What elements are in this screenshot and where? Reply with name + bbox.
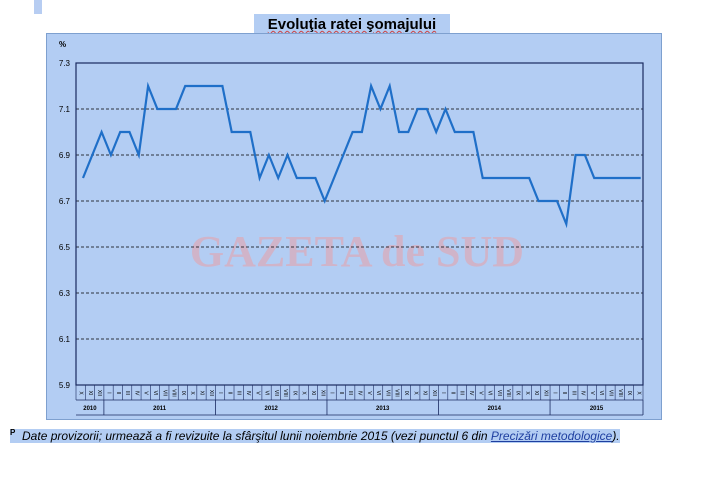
month-label: X bbox=[301, 391, 307, 395]
month-label: I bbox=[217, 392, 223, 393]
y-tick-label: 5.9 bbox=[59, 381, 71, 390]
month-label: IX bbox=[291, 391, 297, 396]
y-unit-label: % bbox=[59, 40, 66, 49]
year-label: 2015 bbox=[590, 406, 604, 412]
month-label: II bbox=[226, 392, 232, 395]
month-label: III bbox=[347, 391, 353, 395]
chart-frame: GAZETA de SUD% 5.9 6.1 6.3 6.5 6.7 6.9 7.1 7.3 X X… bbox=[46, 33, 662, 420]
month-label: I bbox=[106, 392, 112, 393]
month-label: V bbox=[254, 391, 260, 395]
month-label: XI bbox=[422, 391, 428, 396]
month-label: IX bbox=[180, 391, 186, 396]
month-label: VI bbox=[487, 391, 493, 396]
month-label: III bbox=[570, 391, 576, 395]
month-label: VII bbox=[384, 390, 390, 396]
unemployment-series-line bbox=[81, 81, 641, 229]
month-label: IX bbox=[515, 391, 521, 396]
month-label: XI bbox=[533, 391, 539, 396]
month-label: VII bbox=[607, 390, 613, 396]
month-label: V bbox=[143, 391, 149, 395]
plot-border bbox=[75, 62, 644, 386]
month-label: X bbox=[524, 391, 530, 395]
footnote-link[interactable]: Precizări metodologice bbox=[490, 429, 613, 443]
unemployment-line-chart: GAZETA de SUD%5.96.16.36.56.76.97.17.3X X… bbox=[59, 40, 644, 416]
month-label: V bbox=[589, 391, 595, 395]
month-label: VIII bbox=[505, 389, 511, 397]
month-label: X bbox=[189, 391, 195, 395]
footnote-text: Date provizorii; urmează a fi revizuite … bbox=[22, 429, 488, 443]
month-label: VIII bbox=[394, 389, 400, 397]
month-label: II bbox=[449, 392, 455, 395]
month-label: III bbox=[459, 391, 465, 395]
month-label: IV bbox=[357, 391, 363, 396]
decorative-marker bbox=[34, 0, 42, 14]
y-tick-label: 7.3 bbox=[59, 59, 71, 68]
footnote-end: ). bbox=[612, 429, 620, 443]
month-label: VI bbox=[598, 391, 604, 396]
month-label: X bbox=[412, 391, 418, 395]
month-label: VI bbox=[375, 391, 381, 396]
month-label: XII bbox=[431, 390, 437, 396]
month-label: VII bbox=[161, 390, 167, 396]
month-label: XI bbox=[87, 391, 93, 396]
month-label: VII bbox=[496, 390, 502, 396]
month-label: XII bbox=[542, 390, 548, 396]
year-label: 2012 bbox=[265, 406, 279, 412]
y-tick-label: 6.3 bbox=[59, 289, 71, 298]
month-label: II bbox=[338, 392, 344, 395]
footnote-body: P Date provizorii; urmează a fi revizuit… bbox=[10, 428, 620, 443]
month-label: II bbox=[115, 392, 121, 395]
month-label: III bbox=[124, 391, 130, 395]
chart-title: Evoluţia ratei şomajului bbox=[267, 16, 437, 33]
month-label: V bbox=[366, 391, 372, 395]
month-label: XII bbox=[208, 390, 214, 396]
y-tick-label: 6.1 bbox=[59, 335, 71, 344]
year-label: 2010 bbox=[83, 406, 97, 412]
month-label: IX bbox=[626, 391, 632, 396]
month-label: VII bbox=[273, 390, 279, 396]
year-label: 2011 bbox=[153, 406, 167, 412]
month-label: XII bbox=[319, 390, 325, 396]
month-label: IV bbox=[245, 391, 251, 396]
footnote: P Date provizorii; urmează a fi revizuit… bbox=[10, 424, 700, 445]
footnote-marker: P bbox=[10, 428, 16, 437]
month-label: X bbox=[78, 391, 84, 395]
month-label: IX bbox=[403, 391, 409, 396]
month-label: I bbox=[552, 392, 558, 393]
y-tick-label: 7.1 bbox=[59, 105, 71, 114]
month-label: IV bbox=[468, 391, 474, 396]
month-label: VI bbox=[264, 391, 270, 396]
month-label: II bbox=[561, 392, 567, 395]
month-label: IV bbox=[580, 391, 586, 396]
month-label: III bbox=[236, 391, 242, 395]
month-label: VIII bbox=[171, 389, 177, 397]
y-tick-label: 6.7 bbox=[59, 197, 71, 206]
month-label: XII bbox=[96, 390, 102, 396]
month-label: X bbox=[635, 391, 641, 395]
year-label: 2013 bbox=[376, 406, 390, 412]
month-label: IV bbox=[133, 391, 139, 396]
year-label: 2014 bbox=[488, 406, 502, 412]
month-label: VIII bbox=[617, 389, 623, 397]
month-label: I bbox=[440, 392, 446, 393]
y-tick-label: 6.9 bbox=[59, 151, 71, 160]
y-tick-label: 6.5 bbox=[59, 243, 71, 252]
month-label: V bbox=[477, 391, 483, 395]
watermark-text: GAZETA de SUD bbox=[190, 227, 524, 276]
month-label: XI bbox=[310, 391, 316, 396]
month-label: XI bbox=[198, 391, 204, 396]
chart-title-box: Evoluţia ratei şomajului bbox=[254, 14, 450, 35]
month-label: VI bbox=[152, 391, 158, 396]
month-label: I bbox=[329, 392, 335, 393]
month-label: VIII bbox=[282, 389, 288, 397]
